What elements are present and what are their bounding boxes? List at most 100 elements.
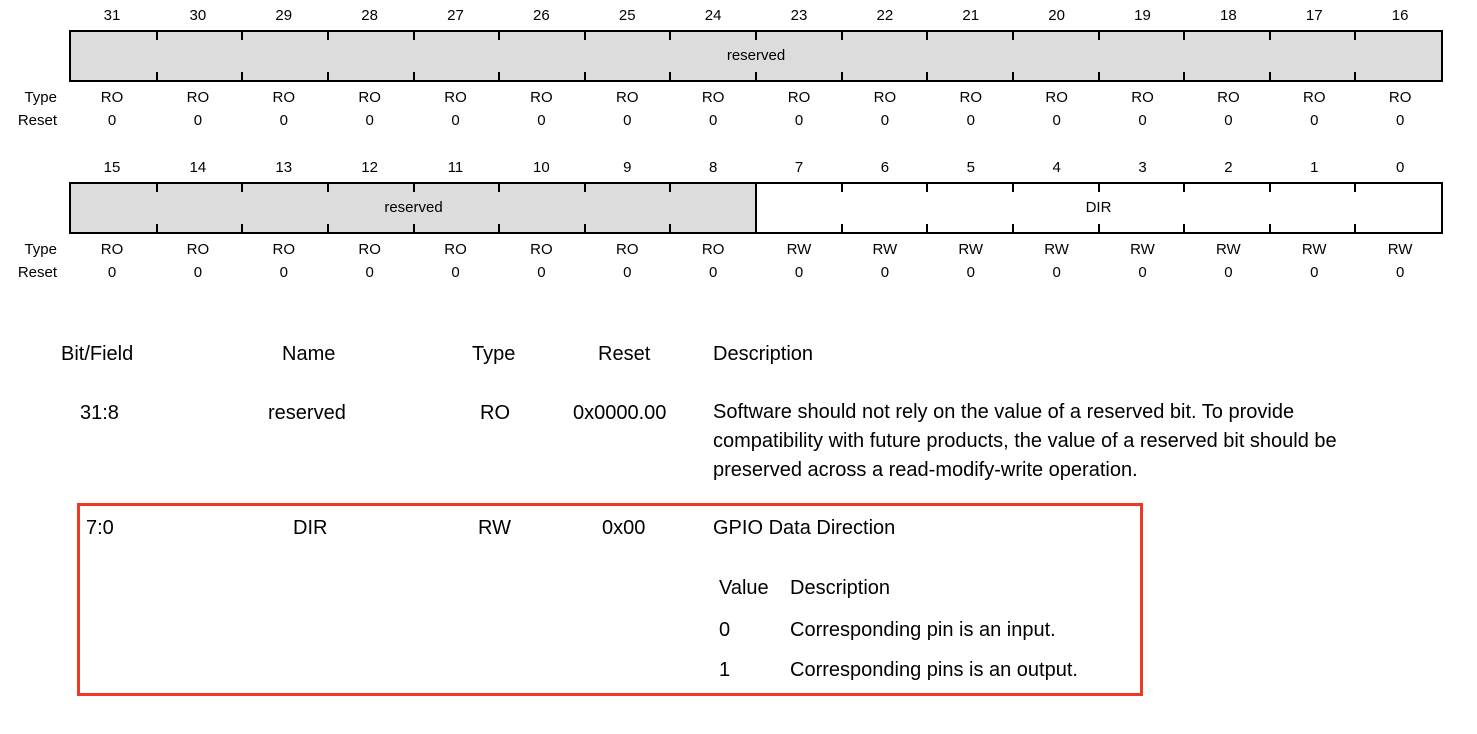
bit-number: 8	[708, 159, 718, 176]
bit-number: 10	[533, 159, 550, 176]
bit-reset: 0	[1395, 112, 1405, 129]
value-description: Corresponding pin is an input.	[790, 619, 1056, 641]
bit-number: 7	[794, 159, 804, 176]
tick-mark	[1011, 72, 1014, 80]
description-line: Software should not rely on the value of…	[713, 401, 1295, 423]
tick-mark	[498, 224, 501, 232]
tick-mark	[840, 224, 843, 232]
bit-reset: 0	[451, 112, 460, 129]
bit-type: RO	[1303, 89, 1326, 106]
field-label: reserved	[726, 47, 786, 64]
header-name: Name	[282, 343, 336, 365]
cell-type: RO	[480, 402, 510, 424]
bit-type: RO	[530, 89, 553, 106]
bit-number: 15	[103, 159, 121, 176]
bit-number: 24	[704, 7, 722, 24]
bit-number: 29	[275, 7, 293, 24]
tick-mark	[926, 184, 929, 192]
tick-mark	[1097, 184, 1100, 192]
bit-number: 28	[361, 7, 378, 24]
bit-number: 4	[1052, 159, 1061, 176]
tick-mark	[1268, 72, 1271, 80]
bit-reset: 0	[1395, 264, 1405, 281]
tick-mark	[241, 32, 244, 40]
tick-mark	[155, 72, 158, 80]
header-reset: Reset	[598, 343, 651, 365]
bit-type: RW	[1130, 241, 1155, 258]
bit-reset: 0	[365, 264, 374, 281]
tick-mark	[926, 72, 929, 80]
bit-reset: 0	[279, 112, 288, 129]
header-description: Description	[713, 343, 814, 365]
bit-reset: 0	[966, 264, 975, 281]
description-line: compatibility with future products, the …	[713, 430, 1337, 452]
tick-mark	[1097, 72, 1100, 80]
field-label: reserved	[384, 199, 443, 216]
tick-mark	[412, 32, 415, 40]
bit-number: 13	[275, 159, 293, 176]
tick-mark	[1183, 72, 1186, 80]
tick-mark	[669, 224, 672, 232]
bit-type: RO	[701, 89, 725, 106]
reset-label: Reset	[17, 112, 57, 129]
tick-mark	[669, 184, 672, 192]
type-label: Type	[24, 89, 57, 106]
bit-number: 26	[533, 7, 550, 24]
tick-mark	[155, 224, 158, 232]
tick-mark	[1354, 224, 1357, 232]
tick-mark	[840, 72, 843, 80]
bit-type: RO	[186, 241, 210, 258]
bit-type: RO	[444, 241, 467, 258]
bit-type: RW	[872, 241, 898, 258]
bit-number: 1	[1310, 159, 1319, 176]
tick-mark	[498, 32, 501, 40]
tick-mark	[326, 224, 329, 232]
tick-mark	[326, 72, 329, 80]
cell-reset: 0x0000.00	[573, 402, 667, 424]
bit-number: 12	[361, 159, 378, 176]
value-cell: 1	[719, 659, 731, 681]
bit-reset: 0	[623, 112, 632, 129]
tick-mark	[926, 32, 929, 40]
bit-reset: 0	[1052, 264, 1061, 281]
bit-type: RO	[186, 89, 210, 106]
tick-mark	[326, 32, 329, 40]
tick-mark	[840, 32, 843, 40]
bit-reset: 0	[708, 264, 718, 281]
bit-reset: 0	[794, 112, 804, 129]
bit-number: 17	[1305, 7, 1323, 24]
bit-type: RW	[1216, 241, 1241, 258]
bit-type: RO	[100, 89, 124, 106]
highlight-box	[77, 503, 1143, 696]
bit-type: RW	[1044, 241, 1069, 258]
bit-type: RO	[787, 89, 811, 106]
bit-type: RO	[1217, 89, 1240, 106]
tick-mark	[1097, 32, 1100, 40]
bit-type: RO	[1045, 89, 1068, 106]
header-type: Type	[472, 343, 516, 365]
tick-mark	[583, 72, 586, 80]
header-bitfield: Bit/Field	[61, 343, 134, 365]
bit-type: RO	[358, 89, 381, 106]
tick-mark	[583, 224, 586, 232]
tick-mark	[583, 32, 586, 40]
tick-mark	[1183, 184, 1186, 192]
tick-mark	[583, 184, 586, 192]
cell-name: DIR	[293, 517, 328, 539]
tick-mark	[155, 184, 158, 192]
tick-mark	[155, 32, 158, 40]
bit-type: RW	[958, 241, 984, 258]
bit-reset: 0	[1052, 112, 1061, 129]
tick-mark	[412, 224, 415, 232]
register-box: reserved DIR	[69, 182, 1443, 234]
bit-type: RO	[616, 241, 639, 258]
bit-reset: 0	[1138, 112, 1147, 129]
tick-mark	[412, 72, 415, 80]
bit-type: RO	[358, 241, 381, 258]
description-line: preserved across a read-modify-write ope…	[713, 459, 1138, 481]
tick-mark	[1354, 184, 1357, 192]
tick-mark	[241, 184, 244, 192]
value-description-header: Description	[790, 577, 891, 599]
bit-number: 5	[966, 159, 975, 176]
bit-reset: 0	[365, 112, 374, 129]
